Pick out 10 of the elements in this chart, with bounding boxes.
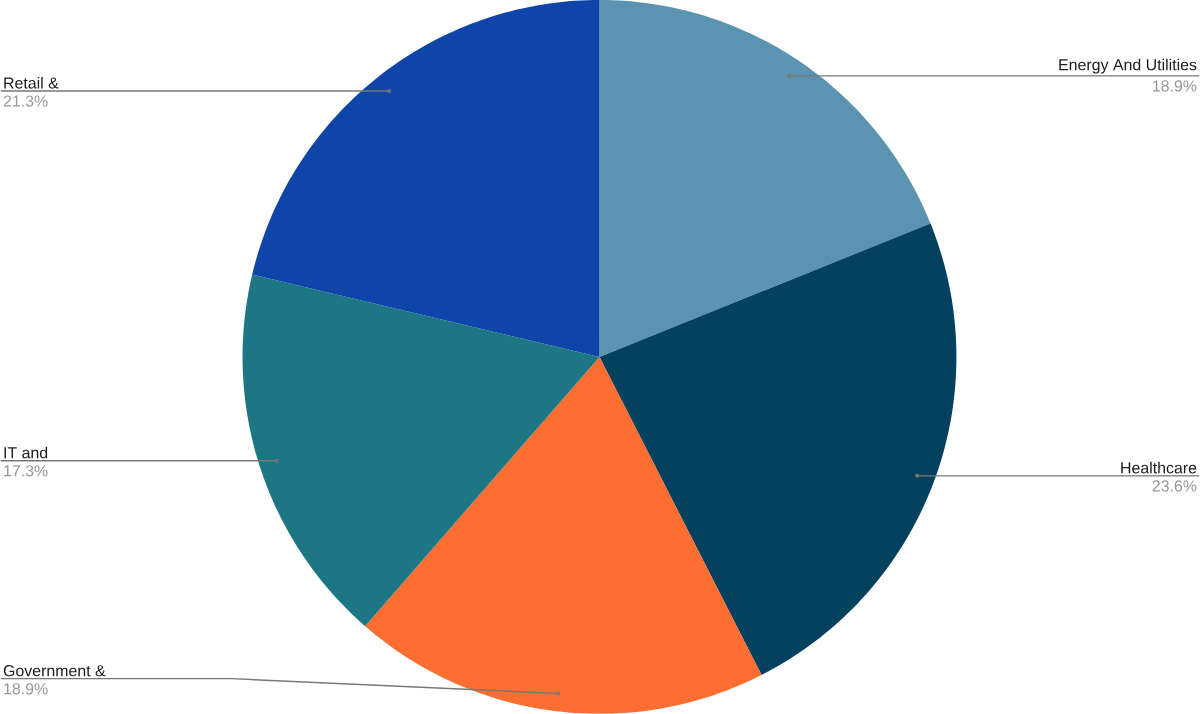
slice-label: Healthcare [1121,461,1197,474]
data-label: 21.3% [3,95,48,107]
data-label: 23.6% [1152,480,1197,492]
slice-label: Energy And Utilities [1059,58,1197,74]
slice-label: IT and [4,446,48,459]
slice-label: Retail & [4,77,59,89]
slice-label: Government & [3,665,106,677]
data-label: 18.9% [4,683,48,695]
data-label: 18.9% [1153,80,1197,92]
data-label: 17.3% [4,465,48,477]
